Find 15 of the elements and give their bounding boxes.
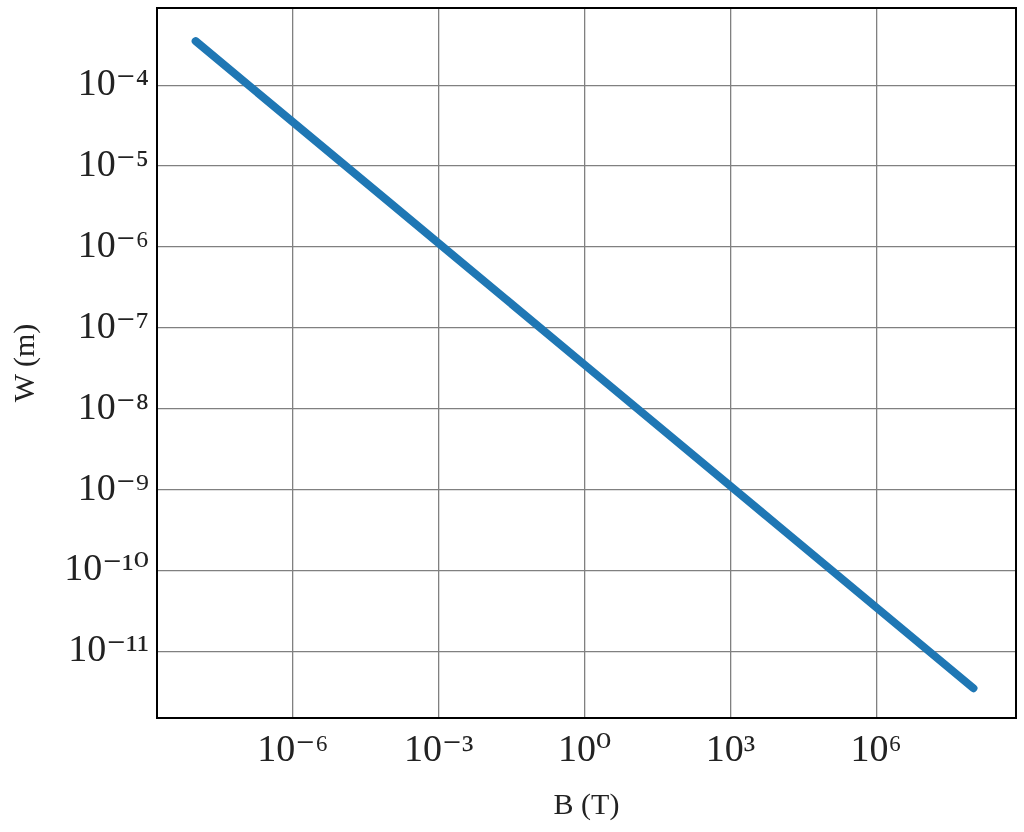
y-tick-label: 10⁻⁴ — [77, 61, 149, 104]
y-axis-title: W (m) — [6, 323, 41, 403]
y-tick-label: 10⁻⁷ — [77, 303, 149, 346]
x-tick-label: 10⁻⁶ — [257, 726, 329, 769]
x-tick-label: 10⁰ — [557, 726, 612, 769]
x-axis-title: B (T) — [553, 786, 620, 821]
y-tick-label: 10⁻⁹ — [77, 465, 149, 508]
x-tick-label: 10⁻³ — [404, 726, 474, 769]
y-tick-label: 10⁻⁸ — [77, 384, 149, 427]
y-tick-label: 10⁻⁶ — [77, 222, 149, 265]
y-tick-label: 10⁻¹⁰ — [64, 546, 149, 589]
x-tick-label: 10³ — [705, 726, 756, 769]
y-tick-label: 10⁻⁵ — [77, 142, 149, 185]
x-tick-label: 10⁶ — [850, 726, 902, 769]
y-tick-label: 10⁻¹¹ — [68, 627, 149, 670]
